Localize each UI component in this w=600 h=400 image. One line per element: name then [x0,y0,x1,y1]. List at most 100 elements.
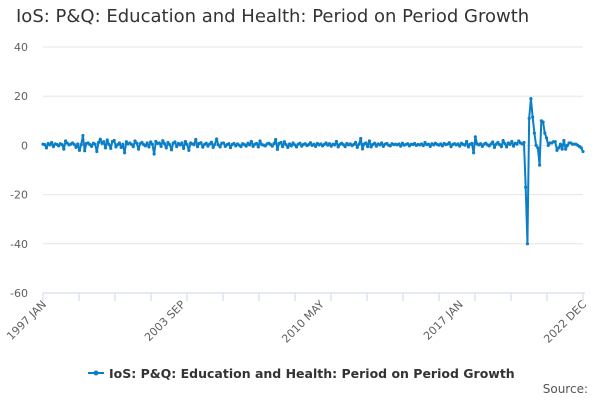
data-point [232,141,236,146]
data-point [157,141,161,145]
data-point [463,143,467,147]
data-point [360,147,365,151]
data-point [406,142,410,146]
data-point [248,143,252,147]
source-label: Source: [542,382,588,396]
data-point [133,139,137,143]
data-point [564,147,568,151]
data-point [470,141,474,146]
y-tick-label: -40 [10,238,28,251]
data-point [183,139,187,144]
data-point [251,144,255,148]
x-tick-label: 2010 MAY [279,298,327,346]
data-point [544,136,549,140]
x-tick-label: 2003 SEP [142,298,188,344]
data-point [272,142,276,146]
data-point [258,139,262,143]
data-point [399,144,403,148]
data-point [515,142,519,146]
data-point [333,143,337,147]
data-point [143,144,148,148]
data-point [367,139,372,143]
data-point [492,145,497,149]
data-point [152,152,156,156]
y-tick-label: 40 [14,41,28,54]
data-point [522,140,526,145]
data-point [421,144,425,148]
data-point [374,144,378,148]
data-point [48,143,52,147]
data-point [480,144,484,148]
data-point [553,140,557,144]
data-point [447,141,451,145]
data-point [565,143,569,147]
data-point [244,144,248,148]
data-point [256,145,260,149]
data-point [456,142,460,146]
data-point [228,146,233,150]
data-point [503,142,507,146]
data-point [294,145,299,149]
data-point [239,145,243,149]
data-point [381,144,385,148]
data-point [72,142,76,147]
data-point [334,139,339,144]
data-point [51,145,56,149]
data-point [449,145,453,149]
data-point [355,145,359,149]
data-point [182,146,186,150]
data-point [279,140,283,145]
data-point [286,145,290,149]
data-point [180,141,184,145]
data-point [83,149,87,153]
data-point [397,142,401,146]
x-tick-label: 1997 JAN [4,298,49,343]
data-point [117,141,121,145]
data-point [123,151,127,155]
data-point [275,147,280,151]
data-point [562,138,566,143]
data-point [194,137,198,142]
data-point [112,138,116,143]
data-point [140,140,144,145]
data-point [136,147,141,151]
data-point [81,133,85,138]
data-point [274,137,278,142]
data-point [314,144,318,148]
data-point [534,143,538,147]
y-tick-label: -60 [10,287,28,300]
data-point [327,142,332,146]
data-point [343,145,347,149]
data-point [281,145,285,149]
data-point [161,139,165,143]
data-point [298,141,302,145]
data-point [496,140,500,145]
data-point [103,146,108,150]
data-point [473,135,477,139]
data-point [428,144,432,148]
data-point [284,143,288,147]
data-point [499,145,503,149]
data-point [308,141,312,145]
data-point [491,140,495,144]
data-point [164,146,168,150]
data-point [557,146,561,150]
data-point [581,149,585,154]
data-point [149,140,153,144]
data-point [121,142,125,146]
chart-title: IoS: P&Q: Education and Health: Period o… [16,6,530,27]
legend-marker-icon [93,370,99,376]
data-point [76,142,80,146]
data-point [221,141,226,145]
data-point [249,139,253,144]
data-point [109,146,113,150]
data-point [199,141,203,145]
data-point [206,144,210,148]
data-point [90,144,94,148]
data-point [173,140,177,144]
data-point [213,142,217,146]
data-point [511,144,516,148]
data-point [472,151,476,155]
data-point [129,142,134,147]
